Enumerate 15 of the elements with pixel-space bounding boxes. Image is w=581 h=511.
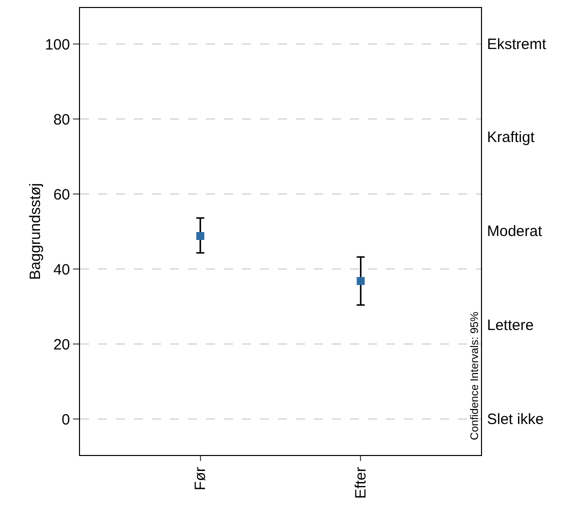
x-tick-label: Før [192,467,210,490]
text: Moderat [487,223,543,240]
y-tick-label: 100 [44,36,70,54]
text: Lettere [487,317,534,334]
text: Ekstremt [487,36,548,53]
text: Slet ikke [487,411,544,428]
y-tick-label: 60 [53,186,70,204]
y-tick-label: 40 [53,261,70,278]
y-tick-label: 0 [62,411,70,428]
y-axis-title: Baggrundsstøj [27,183,44,280]
x-tick-label: Efter [352,467,370,499]
y-tick-label: 80 [53,111,70,128]
annotation: Confidence Intervals: 95% [468,311,481,440]
y-tick-label: 20 [53,336,70,354]
text: Kraftigt [487,129,536,146]
